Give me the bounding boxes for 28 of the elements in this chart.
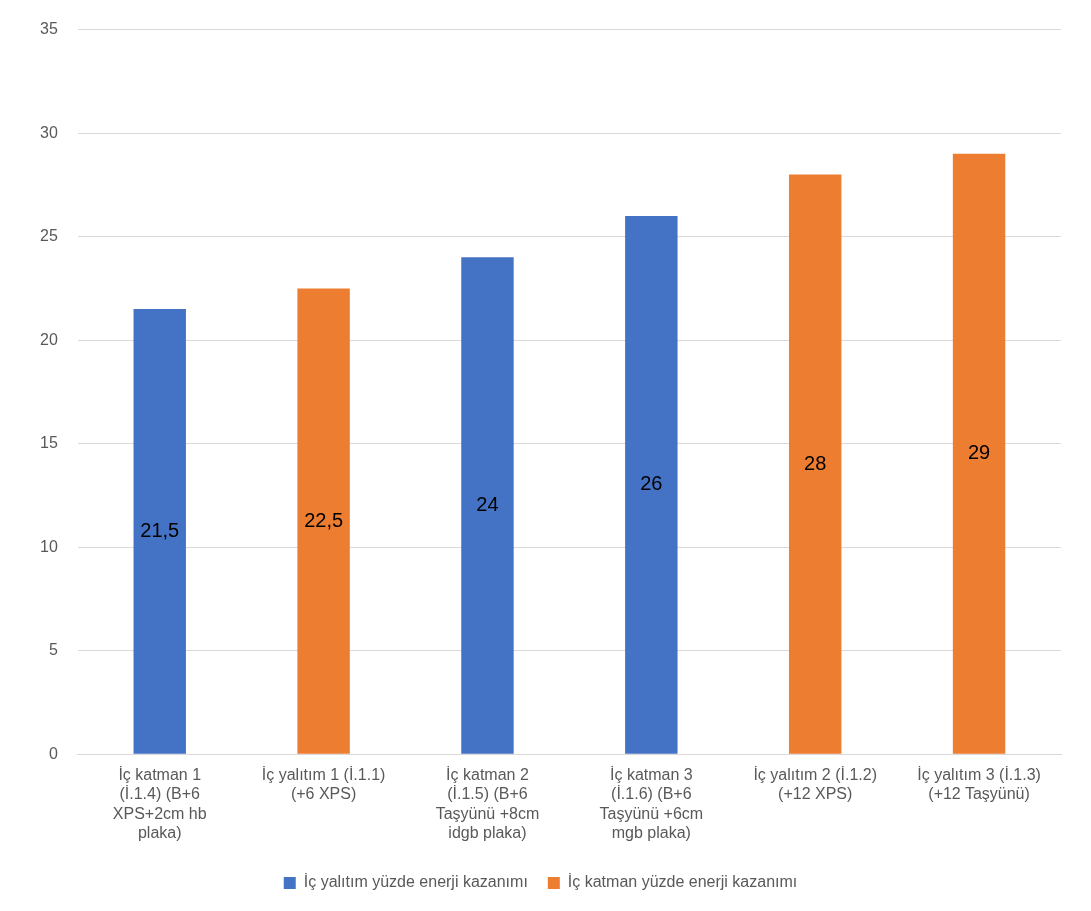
y-tick-label: 5	[48, 641, 58, 659]
bar	[625, 215, 678, 754]
data-label: 21,5	[140, 518, 180, 541]
x-tick-label: İç katman 2 (İ.1.5) (B+6 Taşyünü +8cm idgb plaka)	[435, 765, 540, 841]
bar	[297, 288, 350, 754]
y-tick-label: 15	[40, 434, 58, 452]
x-tick-label: İç yalıtım 2 (İ.1.2) (+12 XPS)	[753, 765, 877, 803]
bar	[788, 174, 842, 754]
legend-label: İç katman yüzde enerji kazanımı	[567, 872, 798, 891]
data-label: 22,5	[304, 508, 344, 531]
legend-label: İç yalıtım yüzde enerji kazanımı	[303, 872, 528, 891]
y-tick-label: 30	[40, 123, 58, 141]
data-label: 26	[640, 472, 663, 495]
x-tick-label: İç yalıtım 3 (İ.1.3) (+12 Taşyünü)	[917, 765, 1041, 803]
x-tick-label: İç katman 1 (İ.1.4) (B+6 XPS+2cm hb plaka)	[112, 765, 207, 841]
data-label: 29	[967, 441, 991, 464]
x-tick-label: İç yalıtım 1 (İ.1.1) (+6 XPS)	[261, 765, 386, 803]
data-label: 24	[476, 493, 499, 516]
bar	[461, 257, 514, 754]
y-tick-label: 0	[48, 744, 58, 762]
y-tick-label: 20	[40, 330, 58, 348]
y-tick-label: 25	[40, 227, 58, 245]
bar	[952, 153, 1006, 754]
y-tick-label: 10	[40, 537, 58, 555]
data-label: 28	[804, 451, 827, 474]
x-tick-label: İç katman 3 (İ.1.6) (B+6 Taşyünü +6cm mgb plaka)	[599, 765, 704, 841]
y-tick-label: 35	[40, 20, 58, 38]
bar	[133, 309, 186, 754]
